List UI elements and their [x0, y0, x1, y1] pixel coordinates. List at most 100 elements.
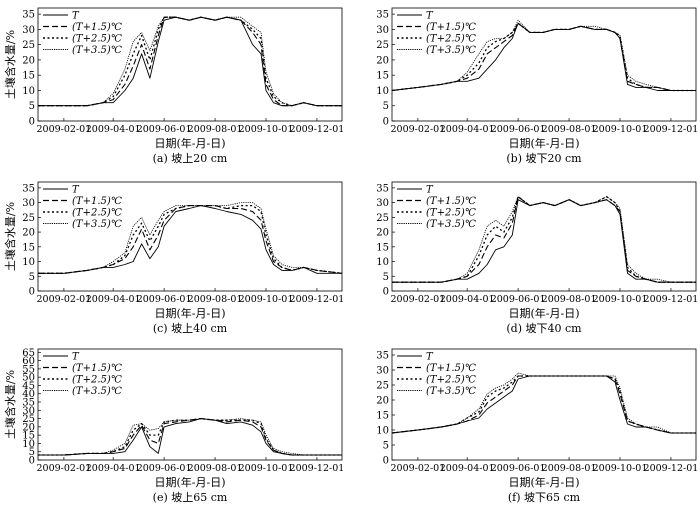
y-tick-label: 0	[383, 456, 389, 467]
y-tick-label: 25	[376, 213, 389, 224]
x-tick-label: 2009-08-01	[542, 124, 597, 135]
x-tick-label: 2009-10-01	[239, 463, 294, 474]
x-tick-label: 2009-02-01	[390, 463, 445, 474]
x-tick-label: 2009-10-01	[593, 124, 648, 135]
y-tick-label: 10	[376, 257, 389, 268]
y-tick-label: 10	[22, 86, 35, 97]
series-line-3	[391, 22, 696, 92]
series-line-1	[391, 22, 696, 91]
x-tick-label: 2009-10-01	[593, 463, 648, 474]
y-tick-label: 0	[29, 117, 35, 128]
y-tick-label: 10	[22, 439, 35, 450]
panel-caption: (f) 坡下65 cm	[508, 491, 581, 504]
y-tick-label: 20	[376, 228, 389, 239]
y-tick-label: 35	[22, 398, 35, 409]
plot-frame	[391, 181, 697, 292]
legend-label: (T+1.5)℃	[426, 363, 476, 374]
legend-label: (T+3.5)℃	[426, 45, 476, 56]
legend-label: (T+3.5)℃	[426, 219, 476, 230]
y-tick-label: 25	[22, 40, 35, 51]
legend-label: T	[72, 11, 80, 22]
series-line-4	[38, 418, 342, 456]
x-tick-label: 2009-12-01	[644, 124, 699, 135]
x-tick-label: 2009-08-01	[542, 294, 597, 305]
y-tick-label: 20	[22, 422, 35, 433]
x-tick-label: 2009-02-01	[390, 294, 445, 305]
y-tick-label: 0	[29, 287, 35, 298]
chart-panel-a: 051015202530352009-02-012009-04-012009-0…	[3, 7, 344, 165]
y-tick-label: 0	[383, 287, 389, 298]
chart-panel-b: 051015202530352009-02-012009-04-012009-0…	[376, 7, 699, 165]
legend-label: T	[426, 11, 434, 22]
x-tick-label: 2009-02-01	[390, 124, 445, 135]
chart-panel-c: 051015202530352009-02-012009-04-012009-0…	[3, 181, 345, 335]
chart-panel-e: 051015202530354045505560652009-02-012009…	[3, 348, 344, 504]
legend-label: (T+3.5)℃	[72, 386, 122, 397]
series-line-2	[392, 196, 696, 283]
y-tick-label: 25	[376, 40, 389, 51]
x-tick-label: 2009-06-01	[491, 294, 546, 305]
y-tick-label: 30	[376, 198, 389, 209]
y-tick-label: 55	[22, 364, 35, 375]
y-tick-label: 5	[383, 272, 389, 283]
y-tick-label: 5	[29, 272, 35, 283]
y-tick-label: 0	[383, 117, 389, 128]
x-tick-label: 2009-08-01	[188, 294, 243, 305]
legend-label: (T+3.5)℃	[72, 45, 122, 56]
legend-label: (T+1.5)℃	[72, 363, 122, 374]
legend-label: T	[426, 352, 434, 363]
y-tick-label: 10	[22, 257, 35, 268]
legend-label: T	[426, 185, 434, 196]
legend-label: (T+2.5)℃	[72, 375, 122, 386]
y-tick-label: 5	[383, 101, 389, 112]
plot-frame	[391, 7, 697, 122]
series-line-4	[392, 196, 696, 283]
y-tick-label: 65	[22, 348, 35, 359]
x-tick-label: 2009-04-01	[440, 294, 495, 305]
y-tick-label: 20	[376, 55, 389, 66]
plot-frame	[37, 348, 343, 461]
series-line-1	[38, 205, 342, 274]
y-tick-label: 20	[376, 396, 389, 407]
x-tick-label: 2009-04-01	[440, 124, 495, 135]
series-line-4	[38, 202, 343, 274]
legend-label: (T+2.5)℃	[426, 34, 476, 45]
y-tick-label: 25	[376, 381, 389, 392]
x-tick-label: 2009-02-01	[36, 294, 91, 305]
y-axis-label: 土壤含水量/%	[3, 202, 17, 271]
y-tick-label: 10	[376, 86, 389, 97]
y-tick-label: 30	[22, 198, 35, 209]
x-axis-label: 日期(年-月-日)	[154, 475, 225, 489]
x-axis-label: 日期(年-月-日)	[508, 306, 579, 320]
y-tick-label: 20	[22, 228, 35, 239]
y-tick-label: 5	[29, 101, 35, 112]
panel-caption: (e) 坡上65 cm	[153, 491, 228, 504]
x-tick-label: 2009-08-01	[188, 124, 243, 135]
y-tick-label: 0	[29, 456, 35, 467]
x-tick-label: 2009-12-01	[290, 294, 345, 305]
y-tick-label: 35	[22, 10, 35, 21]
series-line-2	[38, 205, 343, 274]
legend-label: T	[72, 352, 80, 363]
legend-label: (T+2.5)℃	[72, 34, 122, 45]
x-tick-label: 2009-12-01	[644, 463, 699, 474]
chart-panel-f: 051015202530352009-02-012009-04-012009-0…	[376, 348, 699, 504]
plot-frame	[37, 181, 343, 292]
y-tick-label: 20	[22, 55, 35, 66]
x-tick-label: 2009-04-01	[86, 124, 141, 135]
x-tick-label: 2009-06-01	[137, 463, 192, 474]
legend-label: (T+3.5)℃	[72, 219, 122, 230]
y-tick-label: 15	[22, 242, 35, 253]
series-line-3	[38, 16, 342, 107]
y-tick-label: 30	[22, 25, 35, 36]
legend-label: T	[72, 185, 80, 196]
y-tick-label: 15	[376, 411, 389, 422]
y-tick-label: 35	[376, 10, 389, 21]
x-tick-label: 2009-10-01	[593, 294, 648, 305]
y-tick-label: 15	[376, 71, 389, 82]
y-tick-label: 25	[22, 414, 35, 425]
x-tick-label: 2009-04-01	[86, 294, 141, 305]
x-tick-label: 2009-04-01	[440, 463, 495, 474]
x-tick-label: 2009-06-01	[491, 124, 546, 135]
